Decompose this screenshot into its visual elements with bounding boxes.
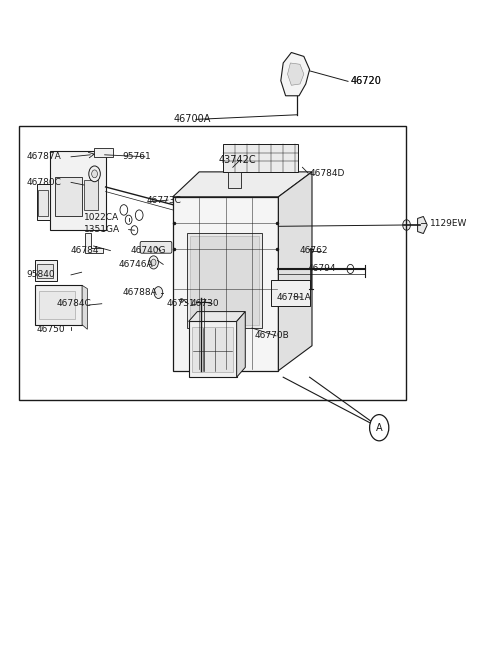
Polygon shape xyxy=(85,233,103,253)
Circle shape xyxy=(347,264,354,274)
Text: 46770B: 46770B xyxy=(254,331,289,340)
Text: 46700A: 46700A xyxy=(173,114,211,125)
Polygon shape xyxy=(288,63,304,85)
Text: 46788A: 46788A xyxy=(122,288,157,297)
Circle shape xyxy=(125,215,132,224)
Text: A: A xyxy=(376,422,383,433)
Polygon shape xyxy=(278,172,312,371)
Polygon shape xyxy=(281,52,310,96)
Circle shape xyxy=(370,415,389,441)
Text: 46780C: 46780C xyxy=(26,178,61,187)
Bar xyxy=(19,126,406,400)
Text: 46720: 46720 xyxy=(350,76,381,87)
Circle shape xyxy=(149,256,158,269)
Text: 46731: 46731 xyxy=(166,299,195,308)
Polygon shape xyxy=(173,197,278,371)
Text: 46794: 46794 xyxy=(307,264,336,274)
Polygon shape xyxy=(173,172,312,197)
Text: 46740G: 46740G xyxy=(131,246,166,255)
Circle shape xyxy=(89,166,100,182)
Circle shape xyxy=(92,170,97,178)
Polygon shape xyxy=(35,260,57,281)
Bar xyxy=(192,327,233,372)
Circle shape xyxy=(403,220,410,230)
Bar xyxy=(37,264,53,278)
Text: 46746A: 46746A xyxy=(119,260,154,269)
Polygon shape xyxy=(418,216,427,234)
Bar xyxy=(38,190,48,216)
Bar xyxy=(271,280,310,306)
Bar xyxy=(223,144,298,172)
Bar xyxy=(190,236,259,325)
Text: 95840: 95840 xyxy=(26,270,55,279)
Text: 46784: 46784 xyxy=(71,246,99,255)
Bar xyxy=(228,172,241,188)
Bar xyxy=(39,291,75,319)
Text: 46720: 46720 xyxy=(350,76,381,87)
Polygon shape xyxy=(237,312,245,377)
Bar xyxy=(189,321,237,377)
Polygon shape xyxy=(50,151,106,230)
Text: 46781A: 46781A xyxy=(277,293,312,302)
Text: 46787A: 46787A xyxy=(26,152,61,161)
Text: 1129EW: 1129EW xyxy=(430,218,467,228)
Text: 46730: 46730 xyxy=(191,299,220,308)
Polygon shape xyxy=(189,312,245,321)
Text: 46750: 46750 xyxy=(37,325,66,335)
Bar xyxy=(187,233,262,328)
Circle shape xyxy=(131,226,138,235)
Text: 46784D: 46784D xyxy=(310,169,345,178)
Text: 1351GA: 1351GA xyxy=(84,225,120,234)
Circle shape xyxy=(154,287,163,298)
Polygon shape xyxy=(82,285,87,329)
Bar xyxy=(35,285,82,325)
Circle shape xyxy=(120,205,128,215)
FancyBboxPatch shape xyxy=(140,241,172,253)
Text: 95761: 95761 xyxy=(122,152,151,161)
Bar xyxy=(55,177,82,216)
Text: 1022CA: 1022CA xyxy=(84,213,119,222)
Bar xyxy=(94,148,113,157)
Text: 46773C: 46773C xyxy=(146,195,181,205)
Bar xyxy=(84,180,98,210)
Polygon shape xyxy=(37,184,50,220)
Text: 46762: 46762 xyxy=(300,246,328,255)
Text: 43742C: 43742C xyxy=(218,155,256,165)
Text: 46784C: 46784C xyxy=(57,299,91,308)
Circle shape xyxy=(135,210,143,220)
Circle shape xyxy=(151,259,156,266)
